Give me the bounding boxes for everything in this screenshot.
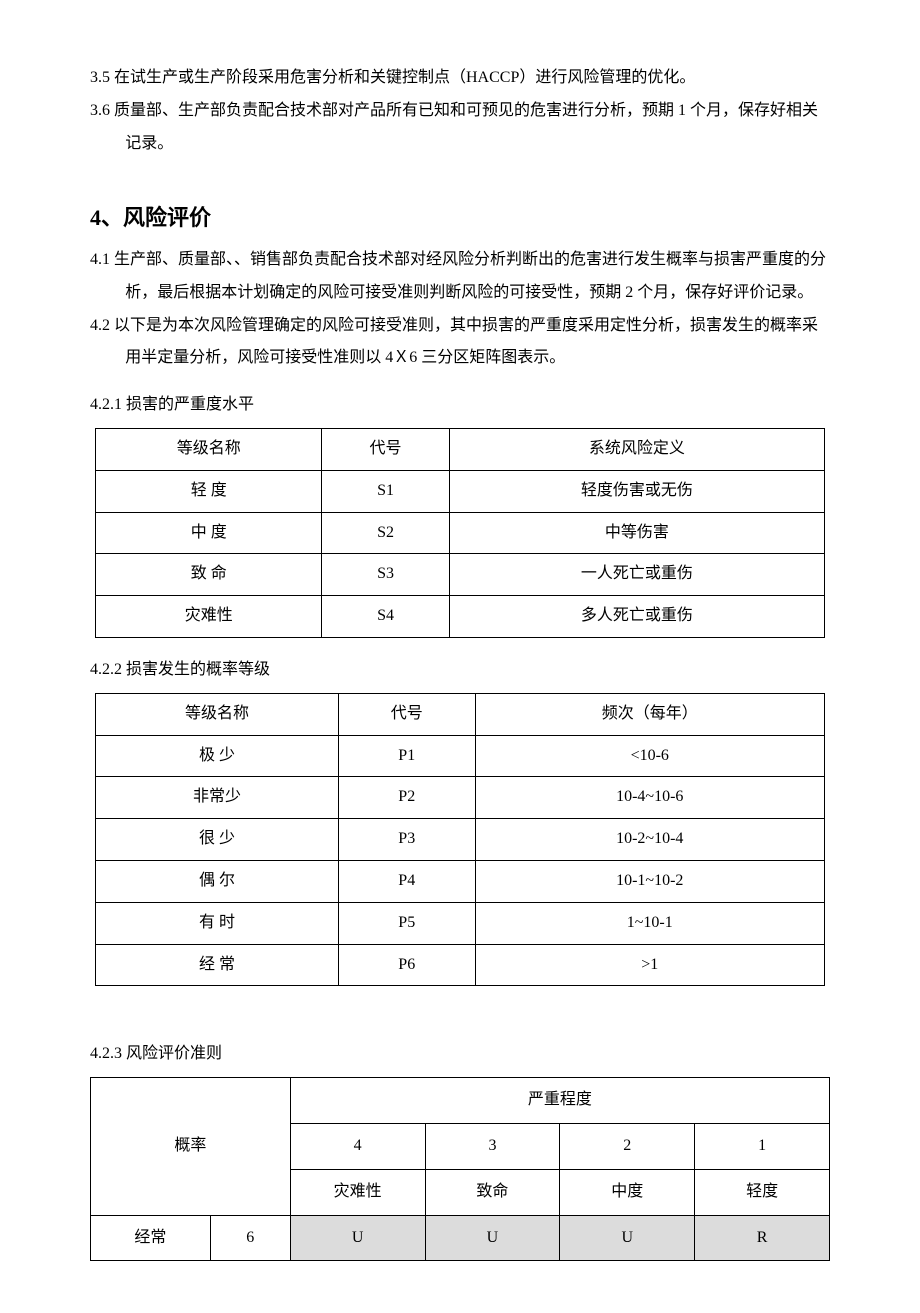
para-4-1-line2: 析，最后根据本计划确定的风险可接受准则判断风险的可接受性，预期 2 个月，保存好… [90,279,830,308]
heading-4: 4、风险评价 [90,198,830,238]
sev-num: 1 [695,1123,830,1169]
th-name: 等级名称 [96,428,322,470]
sev-label: 中度 [560,1169,695,1215]
matrix-cell: U [560,1215,695,1261]
label-4-2-1: 4.2.1 损害的严重度水平 [90,391,830,420]
sev-num: 4 [290,1123,425,1169]
table-row: 偶 尔 P4 10-1~10-2 [96,860,825,902]
table-row: 经 常 P6 >1 [96,944,825,986]
cell: 经 常 [96,944,339,986]
table-row: 非常少 P2 10-4~10-6 [96,777,825,819]
cell: 10-4~10-6 [475,777,825,819]
matrix-cell: R [695,1215,830,1261]
cell: 中等伤害 [449,512,824,554]
para-3-6-line2: 记录。 [90,130,830,159]
cell: P6 [339,944,476,986]
sev-label: 灾难性 [290,1169,425,1215]
sev-num: 3 [425,1123,560,1169]
th-code: 代号 [339,693,476,735]
cell: 致 命 [96,554,322,596]
cell: 有 时 [96,902,339,944]
th-code: 代号 [322,428,449,470]
cell: 轻度伤害或无伤 [449,470,824,512]
th-freq: 频次（每年） [475,693,825,735]
matrix-cell: U [425,1215,560,1261]
cell: 极 少 [96,735,339,777]
th-name: 等级名称 [96,693,339,735]
cell: 偶 尔 [96,860,339,902]
table-row: 等级名称 代号 频次（每年） [96,693,825,735]
sev-label: 轻度 [695,1169,830,1215]
cell: 非常少 [96,777,339,819]
cell: S2 [322,512,449,554]
table-row: 经常 6 U U U R [91,1215,830,1261]
th-severity: 严重程度 [290,1078,829,1124]
th-probability: 概率 [91,1078,291,1215]
label-4-2-2: 4.2.2 损害发生的概率等级 [90,656,830,685]
table-row: 有 时 P5 1~10-1 [96,902,825,944]
para-4-2-line1: 4.2 以下是为本次风险管理确定的风险可接受准则，其中损害的严重度采用定性分析，… [90,312,830,341]
cell: P1 [339,735,476,777]
sev-num: 2 [560,1123,695,1169]
cell: 多人死亡或重伤 [449,596,824,638]
cell: P3 [339,819,476,861]
cell: 轻 度 [96,470,322,512]
cell: 很 少 [96,819,339,861]
cell: P2 [339,777,476,819]
para-4-2-line2: 用半定量分析，风险可接受性准则以 4Ｘ6 三分区矩阵图表示。 [90,344,830,373]
th-def: 系统风险定义 [449,428,824,470]
table-row: 极 少 P1 <10-6 [96,735,825,777]
cell: S1 [322,470,449,512]
para-3-6-line1: 3.6 质量部、生产部负责配合技术部对产品所有已知和可预见的危害进行分析，预期 … [90,97,830,126]
table-risk-matrix: 概率 严重程度 4 3 2 1 灾难性 致命 中度 轻度 经常 6 U U U … [90,1077,830,1261]
sev-label: 致命 [425,1169,560,1215]
cell: 中 度 [96,512,322,554]
cell: S3 [322,554,449,596]
cell: 灾难性 [96,596,322,638]
cell: <10-6 [475,735,825,777]
table-row: 灾难性 S4 多人死亡或重伤 [96,596,825,638]
table-probability: 等级名称 代号 频次（每年） 极 少 P1 <10-6 非常少 P2 10-4~… [95,693,825,987]
table-row: 致 命 S3 一人死亡或重伤 [96,554,825,596]
para-4-1-line1: 4.1 生产部、质量部、、销售部负责配合技术部对经风险分析判断出的危害进行发生概… [90,246,830,275]
para-3-5: 3.5 在试生产或生产阶段采用危害分析和关键控制点（HACCP）进行风险管理的优… [90,64,830,93]
matrix-cell: U [290,1215,425,1261]
prob-num: 6 [210,1215,290,1261]
table-severity: 等级名称 代号 系统风险定义 轻 度 S1 轻度伤害或无伤 中 度 S2 中等伤… [95,428,825,638]
cell: 1~10-1 [475,902,825,944]
table-row: 很 少 P3 10-2~10-4 [96,819,825,861]
cell: >1 [475,944,825,986]
table-row: 概率 严重程度 [91,1078,830,1124]
cell: S4 [322,596,449,638]
cell: 10-2~10-4 [475,819,825,861]
cell: 10-1~10-2 [475,860,825,902]
cell: P4 [339,860,476,902]
table-row: 轻 度 S1 轻度伤害或无伤 [96,470,825,512]
table-row: 中 度 S2 中等伤害 [96,512,825,554]
prob-label: 经常 [91,1215,211,1261]
cell: 一人死亡或重伤 [449,554,824,596]
cell: P5 [339,902,476,944]
label-4-2-3: 4.2.3 风险评价准则 [90,1040,830,1069]
table-row: 等级名称 代号 系统风险定义 [96,428,825,470]
